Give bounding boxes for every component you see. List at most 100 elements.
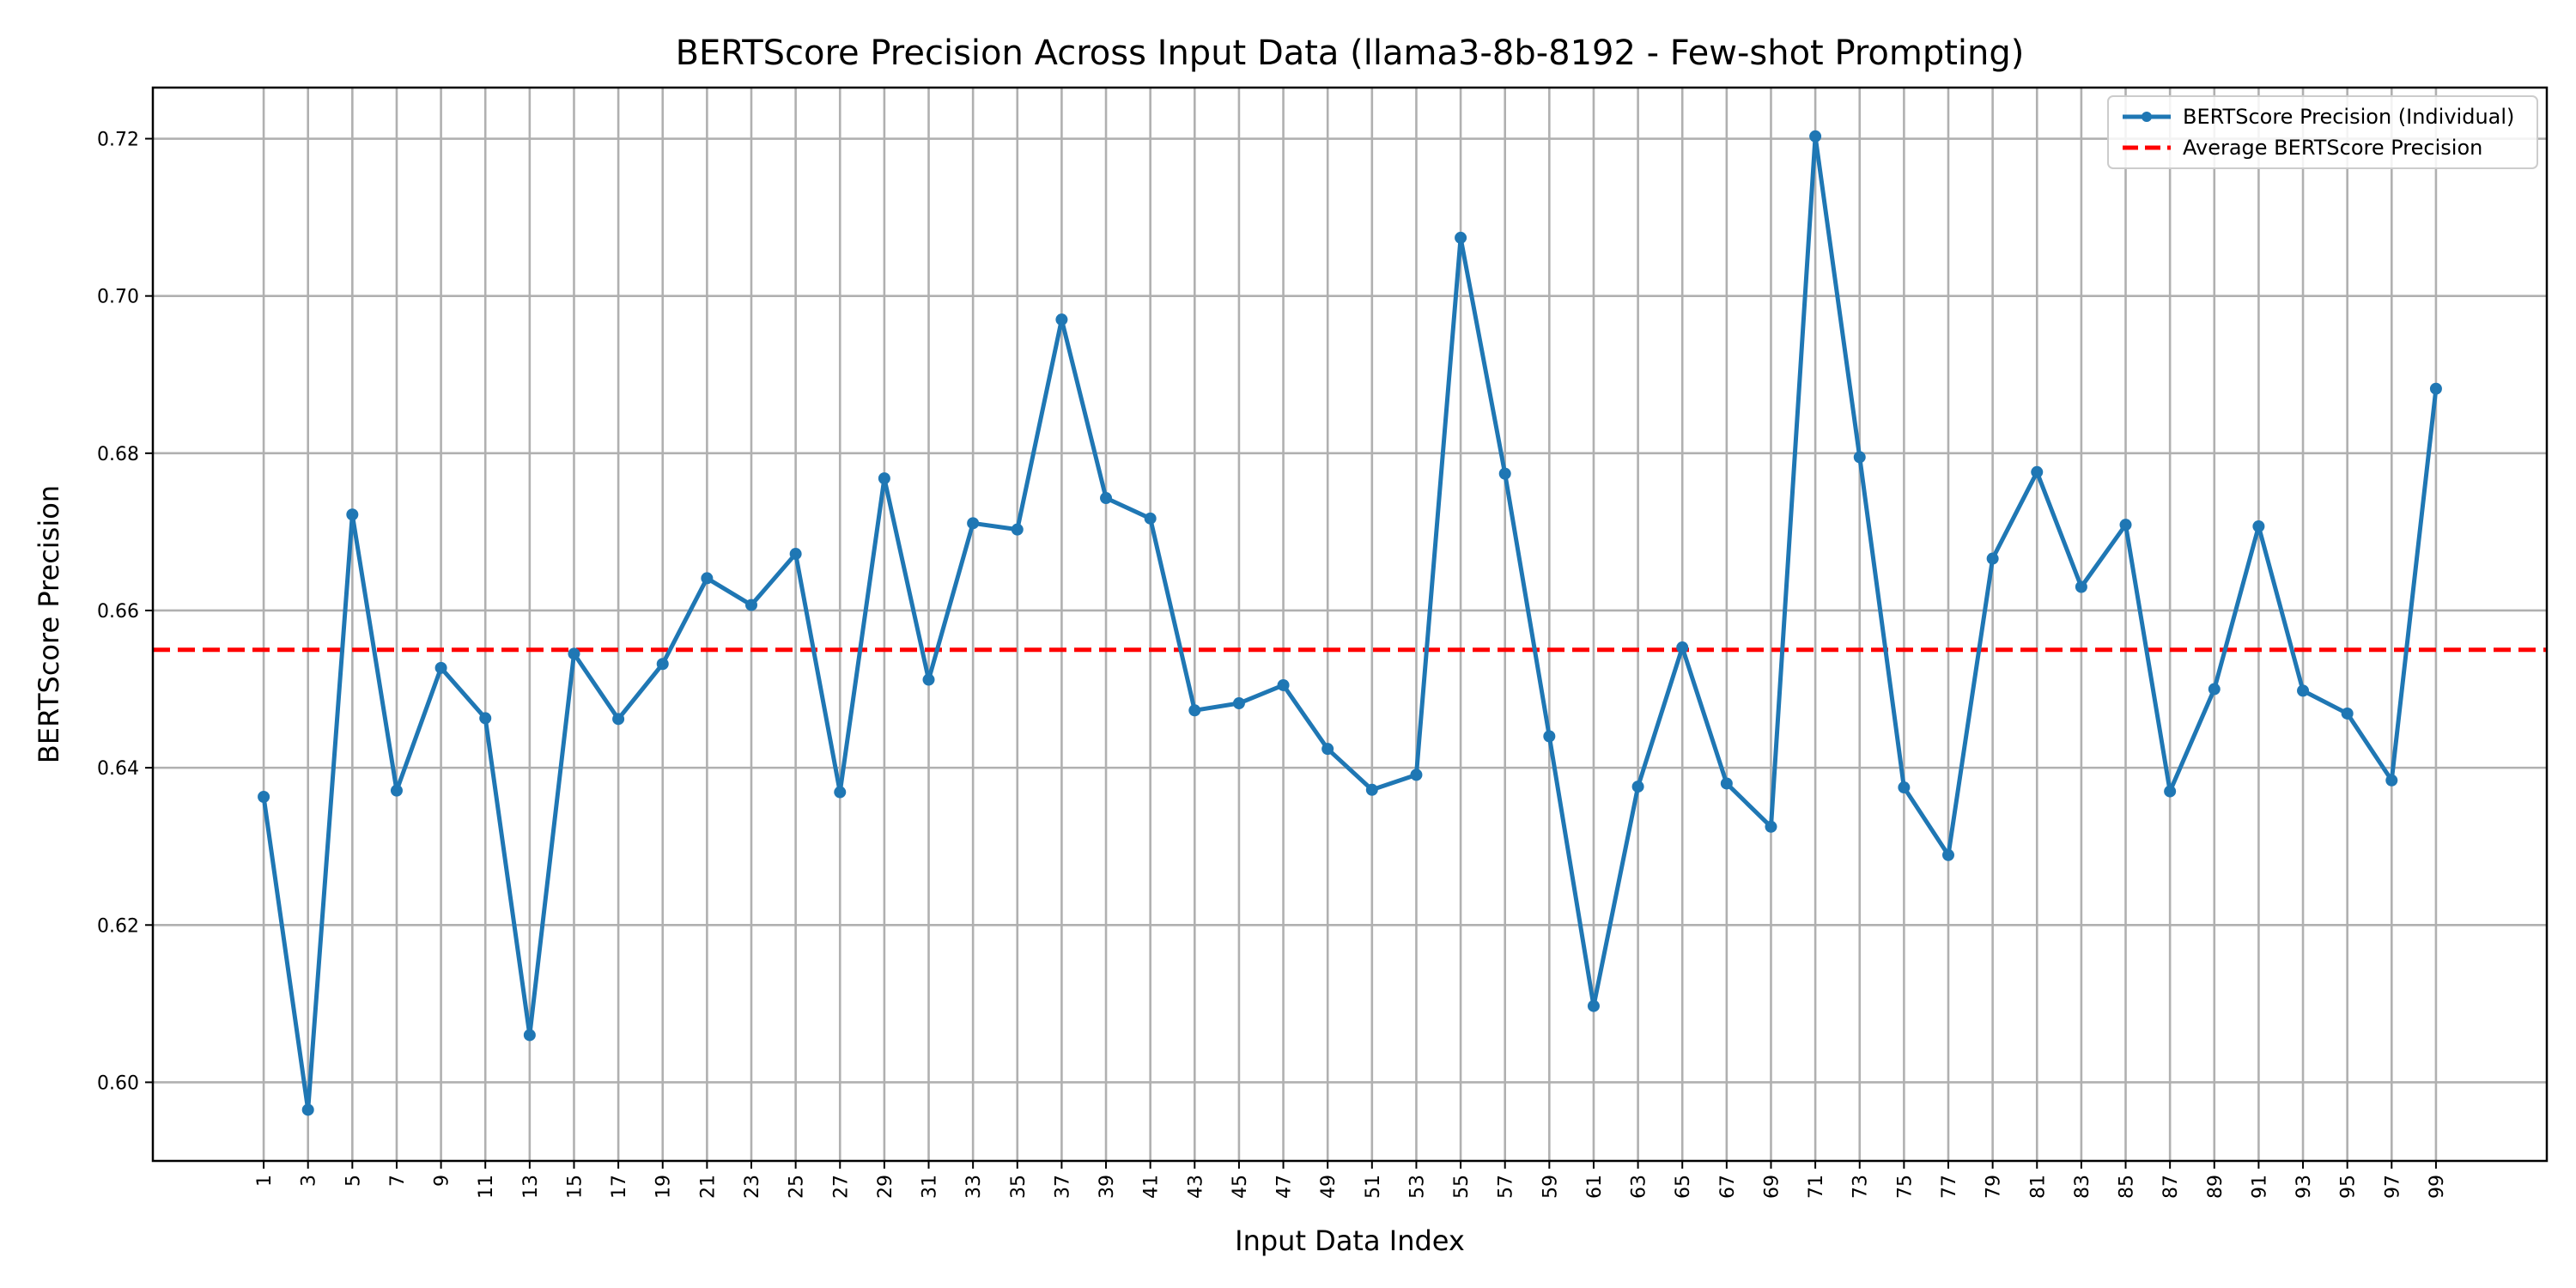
data-point [1498, 467, 1511, 480]
x-tick-label: 77 [1939, 1175, 1960, 1199]
data-point [922, 673, 935, 686]
y-tick-label: 0.60 [97, 1072, 139, 1094]
data-point [2031, 465, 2044, 478]
x-tick-label: 71 [1806, 1175, 1827, 1199]
data-point [1100, 492, 1113, 505]
data-point [2297, 684, 2310, 697]
x-tick-label: 27 [830, 1175, 852, 1199]
x-tick-label: 99 [2427, 1175, 2448, 1199]
data-point [1321, 743, 1334, 756]
data-point [1809, 130, 1822, 143]
x-tick-label: 93 [2293, 1175, 2315, 1199]
legend-label-individual: BERTScore Precision (Individual) [2183, 105, 2514, 129]
data-point [301, 1103, 314, 1116]
x-tick-label: 51 [1363, 1175, 1384, 1199]
data-point [1410, 769, 1423, 781]
data-point [568, 647, 580, 660]
x-tick-label: 37 [1052, 1175, 1073, 1199]
tick-layer: 1 3 5 7 9 11 13 15 17 19 21 23 25 27 29 31 33 35 37 39 41 43 4… [97, 130, 2448, 1199]
x-tick-label: 97 [2382, 1175, 2403, 1199]
data-point [1898, 781, 1911, 794]
x-tick-label: 3 [299, 1175, 320, 1187]
x-tick-label: 31 [920, 1175, 941, 1199]
data-point [1011, 523, 1024, 536]
data-point [346, 508, 359, 521]
data-point [789, 548, 802, 561]
x-tick-label: 55 [1451, 1175, 1473, 1199]
data-point [523, 1029, 536, 1042]
x-tick-label: 45 [1230, 1175, 1251, 1199]
x-tick-label: 7 [387, 1175, 409, 1187]
x-tick-label: 11 [476, 1175, 497, 1199]
data-point [878, 472, 890, 485]
x-tick-label: 9 [432, 1175, 453, 1187]
x-tick-label: 15 [564, 1175, 586, 1199]
legend-box [2107, 95, 2538, 169]
x-tick-label: 23 [742, 1175, 763, 1199]
x-tick-label: 87 [2160, 1175, 2182, 1199]
x-tick-label: 63 [1629, 1175, 1650, 1199]
data-point [1720, 777, 1733, 790]
data-point [701, 572, 714, 585]
data-point [612, 713, 625, 726]
plot-frame [151, 86, 2549, 1163]
data-point [1144, 512, 1157, 525]
x-tick-label: 19 [653, 1175, 675, 1199]
y-tick-label: 0.62 [97, 915, 139, 937]
data-point [258, 791, 270, 804]
chart-title: BERTScore Precision Across Input Data (l… [676, 33, 2025, 73]
legend-marker-individual [2142, 112, 2152, 122]
data-point [479, 712, 492, 725]
x-tick-label: 69 [1761, 1175, 1783, 1199]
y-tick-label: 0.68 [97, 444, 139, 465]
y-tick-label: 0.72 [97, 130, 139, 151]
data-point [656, 658, 669, 671]
x-tick-label: 73 [1850, 1175, 1872, 1199]
x-tick-label: 53 [1406, 1175, 1428, 1199]
data-point [967, 517, 980, 530]
y-axis-label: BERTScore Precision [33, 485, 65, 763]
x-tick-label: 75 [1894, 1175, 1916, 1199]
plot-layer [153, 130, 2547, 1116]
x-tick-label: 25 [787, 1175, 808, 1199]
legend: BERTScore Precision (Individual) Average… [2107, 95, 2538, 169]
x-tick-label: 89 [2205, 1175, 2227, 1199]
y-tick-label: 0.66 [97, 601, 139, 623]
data-point [1676, 641, 1689, 654]
x-tick-label: 35 [1008, 1175, 1030, 1199]
data-point [834, 786, 847, 799]
x-tick-label: 39 [1097, 1175, 1118, 1199]
data-point [2119, 519, 2132, 532]
data-point [1055, 313, 1068, 326]
legend-label-average: Average BERTScore Precision [2183, 136, 2482, 160]
x-tick-label: 65 [1673, 1175, 1694, 1199]
x-tick-label: 59 [1540, 1175, 1561, 1199]
data-point [1188, 704, 1201, 717]
data-point [2075, 580, 2087, 593]
data-point [2341, 707, 2354, 720]
grid-layer [153, 88, 2547, 1161]
data-point [1232, 697, 1245, 710]
data-point [434, 661, 447, 674]
data-point [1942, 848, 1954, 861]
y-tick-label: 0.70 [97, 287, 139, 308]
x-tick-label: 57 [1496, 1175, 1517, 1199]
x-tick-label: 1 [254, 1175, 276, 1187]
x-tick-label: 91 [2249, 1175, 2270, 1199]
x-tick-label: 49 [1318, 1175, 1340, 1199]
data-point [1543, 730, 1556, 743]
data-point [745, 598, 757, 611]
x-tick-label: 47 [1274, 1175, 1296, 1199]
data-point [1986, 552, 1999, 565]
x-tick-label: 29 [875, 1175, 896, 1199]
x-tick-label: 95 [2338, 1175, 2360, 1199]
series-line-individual [261, 134, 2439, 1112]
x-tick-label: 21 [697, 1175, 719, 1199]
y-tick-label: 0.64 [97, 758, 139, 780]
data-point [2252, 519, 2265, 532]
x-tick-label: 67 [1717, 1175, 1739, 1199]
x-tick-label: 79 [1984, 1175, 2005, 1199]
x-tick-label: 43 [1185, 1175, 1206, 1199]
